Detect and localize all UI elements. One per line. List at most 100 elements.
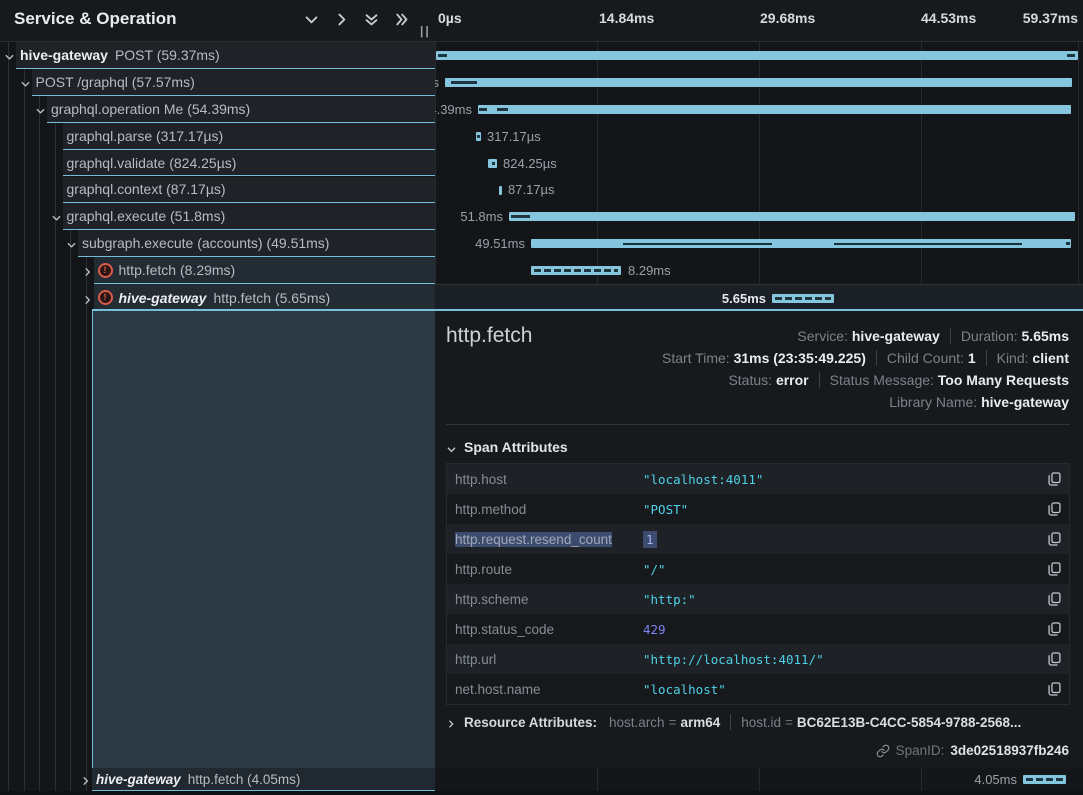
duration-label: 87.17µs bbox=[508, 182, 555, 198]
attribute-row-selected[interactable]: http.request.resend_count 1 bbox=[447, 524, 1069, 554]
copy-icon[interactable] bbox=[1039, 622, 1069, 636]
copy-icon[interactable] bbox=[1039, 502, 1069, 516]
span-row-graphql-validate[interactable]: graphql.validate (824.25µs) bbox=[0, 149, 435, 177]
span-service: hive-gateway bbox=[118, 289, 207, 306]
kind-value: client bbox=[1032, 350, 1069, 366]
span-row-graphql-execute[interactable]: graphql.execute (51.8ms) bbox=[0, 203, 435, 231]
attribute-key: net.host.name bbox=[455, 681, 541, 697]
attribute-key[interactable]: http.request.resend_count bbox=[455, 531, 612, 547]
status-label: Status: bbox=[728, 372, 773, 388]
copy-icon[interactable] bbox=[1039, 532, 1069, 546]
expand-chevron-icon[interactable] bbox=[82, 265, 93, 277]
span-operation: POST (59.37ms) bbox=[114, 46, 220, 63]
span-row-graphql-parse[interactable]: graphql.parse (317.17µs) bbox=[0, 122, 435, 150]
span-row-http-fetch-8ms[interactable]: http.fetch (8.29ms) bbox=[0, 257, 435, 285]
duration-label: 8.29ms bbox=[628, 263, 671, 279]
duration-label: 51.8ms bbox=[460, 209, 503, 225]
resource-attributes-title: Resource Attributes: bbox=[464, 714, 598, 730]
attribute-row[interactable]: http.route "/" bbox=[447, 554, 1069, 584]
error-icon bbox=[97, 290, 113, 306]
span-row-post-graphql[interactable]: POST /graphql (57.57ms) bbox=[0, 68, 435, 96]
chevron-down-icon[interactable] bbox=[303, 11, 320, 28]
duration-label: 824.25µs bbox=[503, 155, 557, 171]
span-bar[interactable] bbox=[1023, 775, 1066, 784]
collapse-chevron-icon[interactable] bbox=[35, 103, 46, 114]
timeline-row-http-fetch-4ms[interactable]: 4.05ms bbox=[435, 768, 1083, 791]
collapse-chevron-icon[interactable] bbox=[20, 76, 31, 87]
span-bar[interactable] bbox=[488, 158, 497, 168]
timeline-row-http-fetch-5ms-selected[interactable]: 5.65ms bbox=[435, 284, 1083, 311]
axis-tick-2: 29.68ms bbox=[760, 10, 816, 26]
error-icon bbox=[97, 262, 113, 278]
span-row-http-fetch-4ms[interactable]: hive-gateway http.fetch (4.05ms) bbox=[0, 768, 435, 791]
resource-attributes-toggle[interactable]: Resource Attributes: host.arch = arm64 h… bbox=[446, 714, 1021, 730]
span-operation: http.fetch (5.65ms) bbox=[213, 289, 331, 306]
copy-icon[interactable] bbox=[1039, 682, 1069, 696]
chevron-right-icon[interactable] bbox=[333, 11, 350, 28]
collapse-chevron-icon[interactable] bbox=[66, 238, 77, 249]
detail-meta: Service: hive-gateway Duration: 5.65ms St… bbox=[651, 325, 1069, 413]
duration-value: 5.65ms bbox=[1021, 328, 1069, 344]
timeline-row-graphql-operation-me[interactable]: 54.39ms bbox=[435, 96, 1083, 123]
span-bar[interactable] bbox=[509, 212, 1075, 222]
span-bar[interactable] bbox=[476, 131, 481, 141]
child-count-value: 1 bbox=[967, 350, 976, 366]
double-chevron-down-icon[interactable] bbox=[363, 11, 380, 28]
timeline-row-subgraph-execute[interactable]: 49.51ms bbox=[435, 230, 1083, 257]
resource-key: host.arch bbox=[609, 714, 665, 730]
duration-label: 5.65ms bbox=[721, 290, 766, 306]
collapse-chevron-icon[interactable] bbox=[4, 49, 15, 60]
timeline-row-graphql-validate[interactable]: 824.25µs bbox=[435, 150, 1083, 177]
resource-value: arm64 bbox=[680, 714, 721, 730]
span-row-hive-gateway-post[interactable]: hive-gateway POST (59.37ms) bbox=[0, 42, 435, 69]
copy-icon[interactable] bbox=[1039, 562, 1069, 576]
detail-title: http.fetch bbox=[446, 324, 533, 347]
span-bar[interactable] bbox=[445, 77, 1072, 87]
attribute-row[interactable]: http.url "http://localhost:4011/" bbox=[447, 644, 1069, 674]
collapse-chevron-icon[interactable] bbox=[51, 211, 62, 222]
timeline-row-graphql-parse[interactable]: 317.17µs bbox=[435, 123, 1083, 150]
axis-tick-0: 0µs bbox=[438, 10, 462, 26]
span-row-graphql-context[interactable]: graphql.context (87.17µs) bbox=[0, 176, 435, 204]
double-chevron-right-icon[interactable] bbox=[393, 11, 410, 28]
span-bar[interactable] bbox=[436, 51, 1078, 60]
child-count-label: Child Count: bbox=[886, 350, 964, 366]
attribute-row[interactable]: http.scheme "http:" bbox=[447, 584, 1069, 614]
timeline-row-hive-gateway-post[interactable] bbox=[435, 42, 1083, 69]
expand-chevron-icon[interactable] bbox=[80, 774, 91, 785]
timeline-row-post-graphql[interactable]: 57.57ms bbox=[435, 69, 1083, 96]
timeline-row-http-fetch-8ms[interactable]: 8.29ms bbox=[435, 257, 1083, 284]
status-message-label: Status Message: bbox=[829, 372, 934, 388]
span-bar[interactable] bbox=[499, 185, 502, 195]
span-row-graphql-operation-me[interactable]: graphql.operation Me (54.39ms) bbox=[0, 95, 435, 123]
span-rows: hive-gateway POST (59.37ms) POST /graphq… bbox=[0, 42, 1083, 311]
span-row-subgraph-execute[interactable]: subgraph.execute (accounts) (49.51ms) bbox=[0, 230, 435, 258]
attribute-row[interactable]: http.host "localhost:4011" bbox=[447, 464, 1069, 494]
attribute-value[interactable]: 1 bbox=[643, 530, 657, 548]
span-bar[interactable] bbox=[531, 266, 621, 276]
duration-label: 57.57ms bbox=[435, 74, 439, 90]
attribute-row[interactable]: http.method "POST" bbox=[447, 494, 1069, 524]
span-operation: POST /graphql (57.57ms) bbox=[35, 73, 195, 90]
copy-icon[interactable] bbox=[1039, 472, 1069, 486]
timeline-row-graphql-execute[interactable]: 51.8ms bbox=[435, 203, 1083, 230]
start-time-value: 31ms (23:35:49.225) bbox=[733, 350, 866, 366]
column-resize-handle[interactable]: || bbox=[420, 24, 431, 38]
span-attributes-toggle[interactable]: Span Attributes bbox=[446, 439, 568, 455]
duration-label: 4.05ms bbox=[974, 772, 1017, 787]
span-row-http-fetch-5ms-selected[interactable]: hive-gateway http.fetch (5.65ms) bbox=[0, 284, 435, 311]
span-bar[interactable] bbox=[772, 294, 834, 304]
span-bar[interactable] bbox=[478, 104, 1071, 114]
span-bar[interactable] bbox=[531, 239, 1071, 249]
span-operation: subgraph.execute (accounts) (49.51ms) bbox=[82, 235, 330, 252]
attribute-row[interactable]: net.host.name "localhost" bbox=[447, 674, 1069, 704]
copy-icon[interactable] bbox=[1039, 592, 1069, 606]
link-icon[interactable] bbox=[876, 744, 890, 758]
attribute-row[interactable]: http.status_code 429 bbox=[447, 614, 1069, 644]
timeline-row-graphql-context[interactable]: 87.17µs bbox=[435, 177, 1083, 204]
copy-icon[interactable] bbox=[1039, 652, 1069, 666]
span-operation: graphql.operation Me (54.39ms) bbox=[51, 100, 251, 117]
chevron-right-icon bbox=[446, 717, 456, 728]
span-operation: graphql.execute (51.8ms) bbox=[66, 208, 226, 225]
expand-chevron-icon[interactable] bbox=[82, 292, 93, 304]
